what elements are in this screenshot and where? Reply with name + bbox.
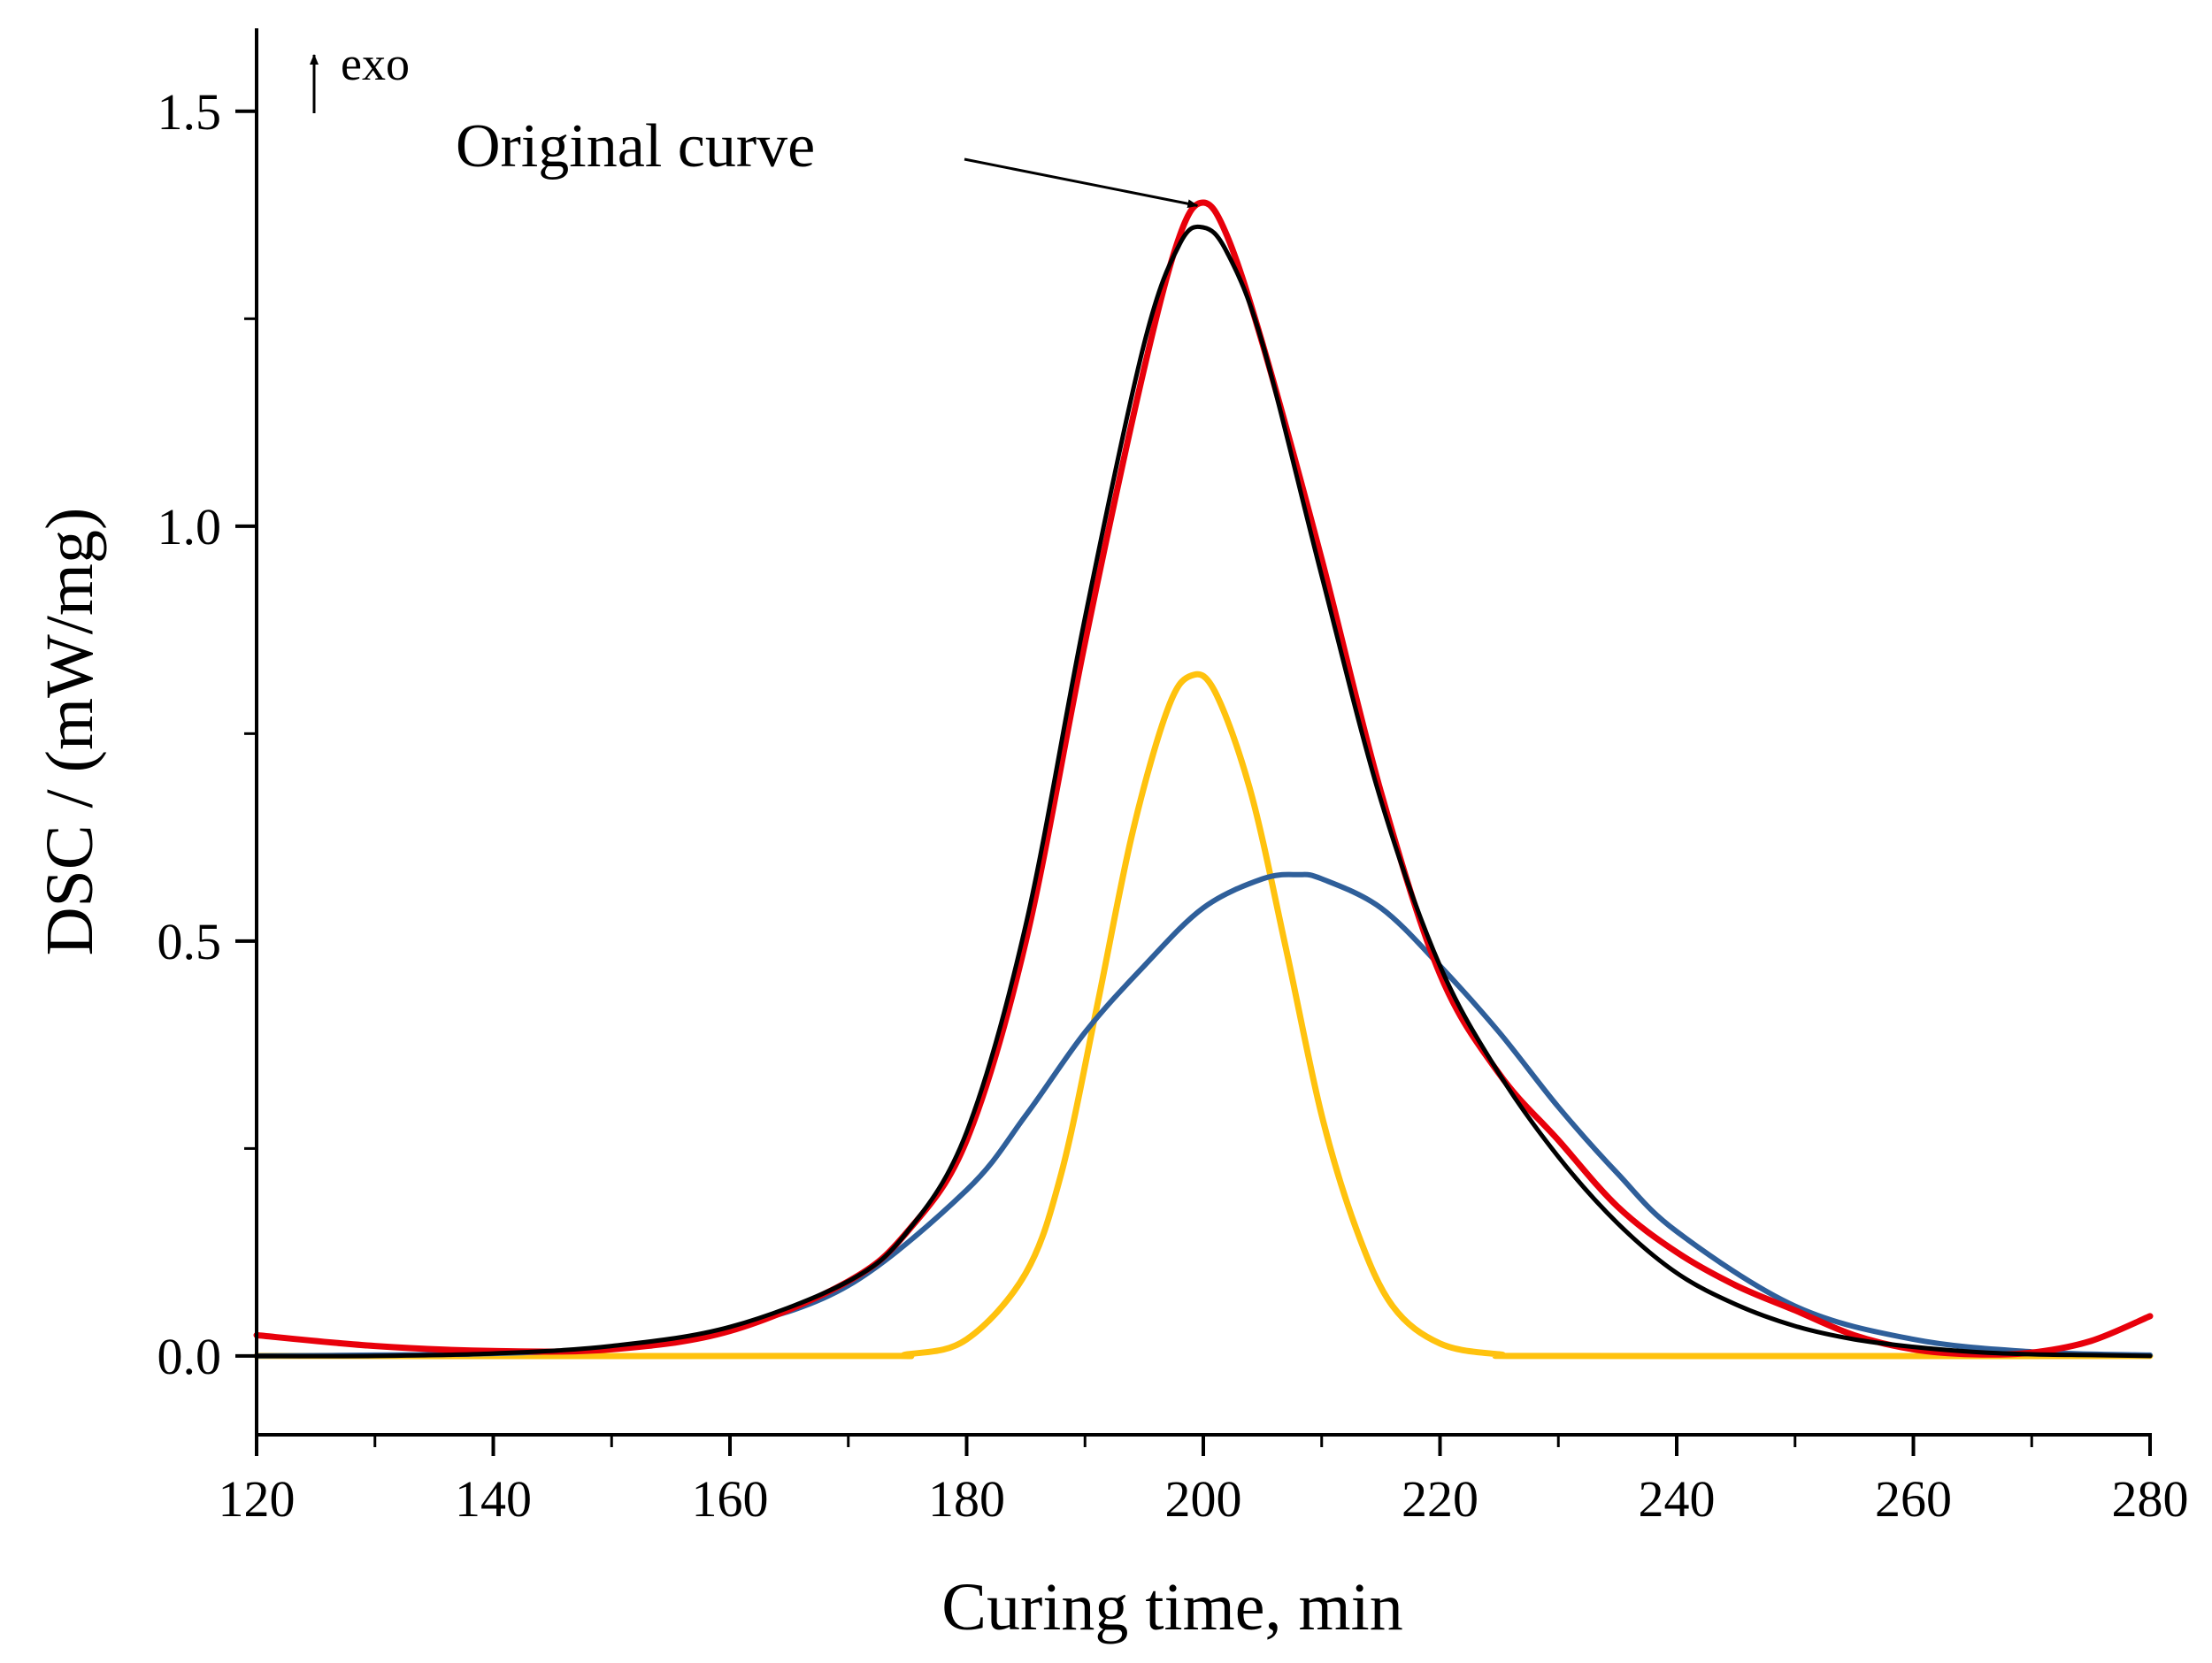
original-curve-arrow-icon xyxy=(964,157,1199,209)
exo-indicator: exo xyxy=(310,37,410,113)
x-tick-label: 160 xyxy=(692,1470,769,1528)
x-tick-label: 140 xyxy=(455,1470,532,1528)
x-tick-label: 180 xyxy=(928,1470,1005,1528)
x-ticks: 120 140 160 180 200 220 240 260 280 xyxy=(219,1435,2189,1528)
y-axis-title: DSC / (mW/mg) xyxy=(33,508,107,956)
series-line-original-curve xyxy=(253,199,2154,1358)
exo-label: exo xyxy=(341,37,410,90)
x-tick-label: 240 xyxy=(1639,1470,1716,1528)
series-line-cumulative-fit xyxy=(254,224,2153,1359)
x-tick-label: 260 xyxy=(1875,1470,1952,1528)
x-axis-title: Curing time, min xyxy=(941,1570,1402,1644)
y-tick-label: 0.0 xyxy=(157,1328,222,1385)
x-tick-label: 120 xyxy=(219,1470,296,1528)
series-line-peak-2 xyxy=(254,871,2153,1359)
series-layer xyxy=(253,199,2154,1360)
x-tick-label: 220 xyxy=(1402,1470,1479,1528)
x-tick-label: 280 xyxy=(2112,1470,2189,1528)
y-tick-label: 1.5 xyxy=(157,83,222,141)
original-curve-label: Original curve xyxy=(456,112,815,180)
series-line-peak-1 xyxy=(253,671,2154,1360)
x-tick-label: 200 xyxy=(1165,1470,1242,1528)
original-curve-annotation: Original curve xyxy=(456,112,1199,209)
y-tick-label: 1.0 xyxy=(157,498,222,556)
y-ticks: 0.0 0.5 1.0 1.5 xyxy=(157,83,257,1385)
y-tick-label: 0.5 xyxy=(157,913,222,970)
